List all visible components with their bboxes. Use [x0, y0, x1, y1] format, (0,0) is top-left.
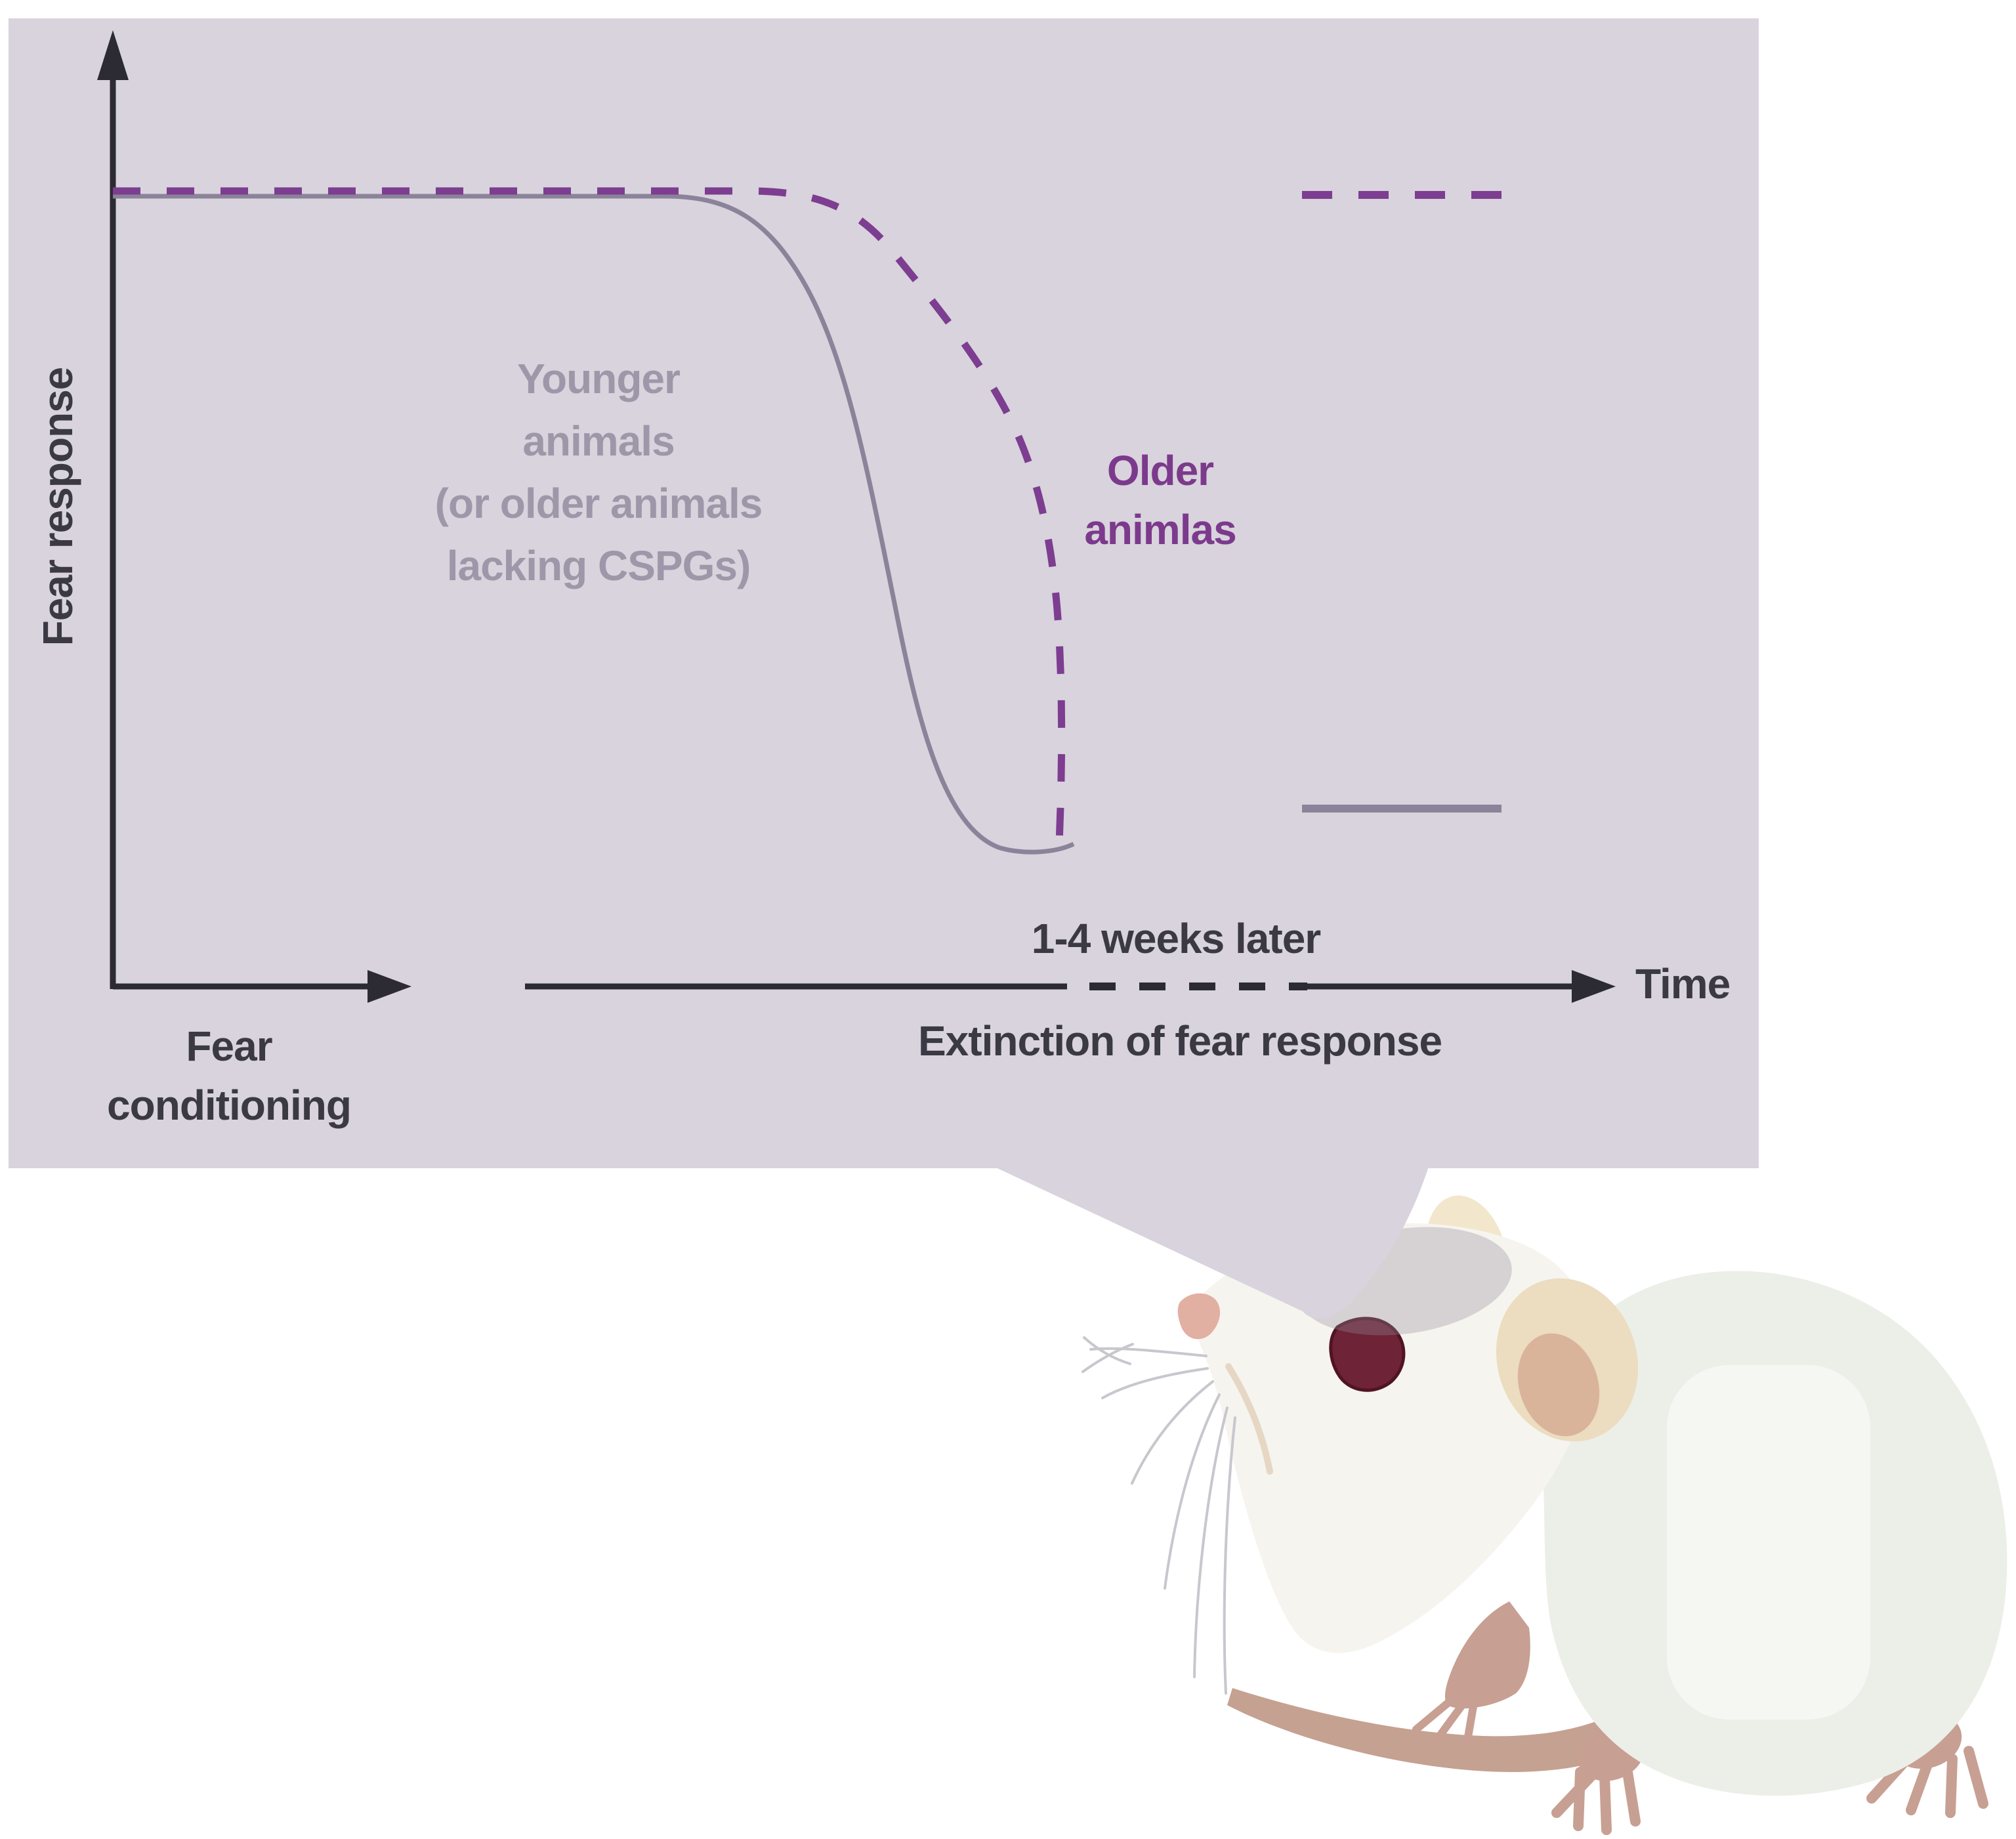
label-line: Younger: [517, 355, 681, 402]
y-axis-label: Fear response: [34, 367, 81, 646]
axis-arrowheads: [97, 30, 1616, 1003]
mouse-belly-highlight: [1667, 1365, 1870, 1720]
chart-panel: [9, 18, 1759, 1168]
older-series-label: Older animlas: [1084, 441, 1236, 559]
label-line: animals: [522, 417, 675, 465]
label-line: Fear: [186, 1023, 272, 1070]
mouse-front-paw: [1412, 1601, 1530, 1748]
weeks-later-annotation: 1-4 weeks later: [1031, 915, 1321, 962]
label-line: (or older animals: [434, 480, 763, 527]
mouse-illustration: [1082, 1195, 2007, 1835]
extinction-phase-label: Extinction of fear response: [917, 1017, 1442, 1065]
x-axis-conditioning-arrowhead-icon: [368, 970, 411, 1003]
label-line: animlas: [1084, 506, 1236, 553]
mouse-head: [1186, 1223, 1594, 1653]
mouse-tail: [1227, 1688, 1654, 1772]
mouse-cheek-fold: [1225, 1363, 1273, 1475]
mouse-whiskers: [1082, 1336, 1236, 1695]
younger-animals-curve: [113, 194, 1075, 855]
label-line: lacking CSPGs): [446, 542, 751, 589]
speech-bubble-wedge: [980, 1160, 1431, 1319]
x-axis-time-arrowhead-icon: [1572, 970, 1616, 1003]
x-axis-label: Time: [1635, 960, 1731, 1007]
y-axis-arrowhead-icon: [97, 30, 129, 80]
label-line: Older: [1106, 447, 1214, 494]
mouse-eye: [1329, 1317, 1406, 1392]
label-line: conditioning: [107, 1082, 352, 1129]
axes: [110, 77, 1575, 990]
fear-conditioning-phase-label: Fear conditioning: [107, 1017, 352, 1135]
mouse-ear-front-inner: [1517, 1333, 1600, 1437]
mouse-nose: [1177, 1293, 1221, 1340]
younger-series-label: Younger animals (or older animals lackin…: [435, 348, 763, 597]
older-animals-curve: [113, 187, 1066, 843]
